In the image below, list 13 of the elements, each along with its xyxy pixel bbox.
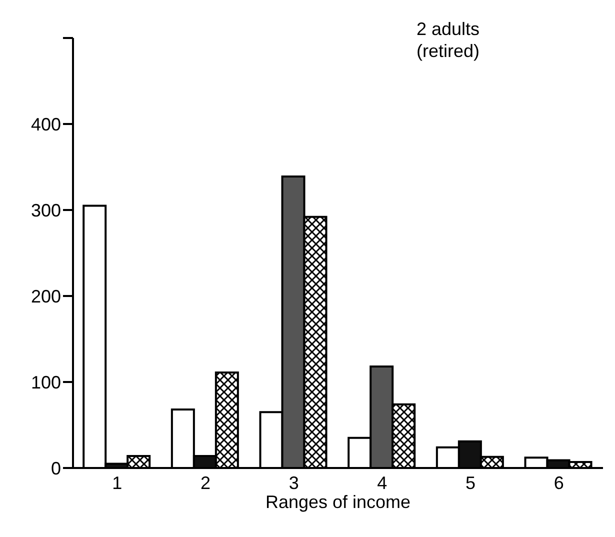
y-tick-label: 0: [50, 458, 61, 478]
y-tick-label: 200: [30, 286, 61, 306]
x-tick-label: 4: [377, 472, 388, 493]
y-tick-label: 300: [30, 200, 61, 220]
x-tick-label: 2: [200, 472, 211, 493]
x-axis-title: Ranges of income: [265, 492, 411, 512]
y-tick-label: 400: [30, 114, 61, 134]
x-tick-label: 1: [112, 472, 122, 493]
x-tick-label: 6: [554, 472, 564, 493]
x-tick-label: 3: [288, 472, 299, 493]
x-tick-label: 5: [465, 472, 476, 493]
y-tick-label: 100: [30, 372, 61, 392]
chart-title: 2 adults (retired): [415, 18, 481, 62]
